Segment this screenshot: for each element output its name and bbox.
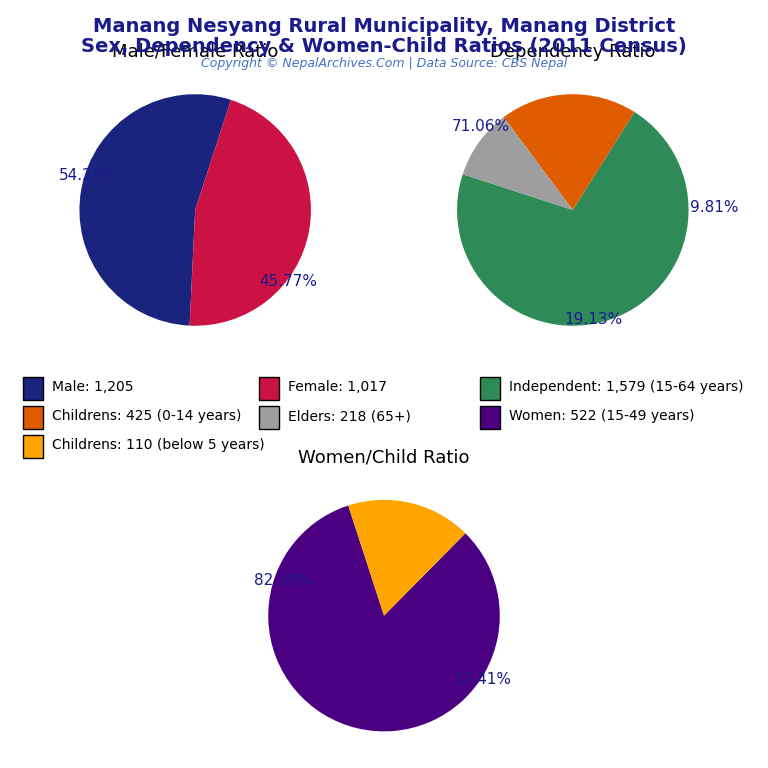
FancyBboxPatch shape [480, 406, 501, 429]
Title: Male/Female Ratio: Male/Female Ratio [112, 43, 278, 61]
FancyBboxPatch shape [23, 406, 43, 429]
Text: Copyright © NepalArchives.Com | Data Source: CBS Nepal: Copyright © NepalArchives.Com | Data Sou… [201, 57, 567, 70]
Text: Childrens: 110 (below 5 years): Childrens: 110 (below 5 years) [52, 439, 265, 452]
Text: 82.59%: 82.59% [254, 574, 313, 588]
FancyBboxPatch shape [259, 377, 280, 400]
Text: 71.06%: 71.06% [452, 119, 509, 134]
Text: Male: 1,205: Male: 1,205 [52, 380, 134, 394]
FancyBboxPatch shape [480, 377, 501, 400]
Wedge shape [79, 94, 231, 326]
Wedge shape [190, 100, 311, 326]
Text: 19.13%: 19.13% [564, 313, 623, 327]
Text: Manang Nesyang Rural Municipality, Manang District: Manang Nesyang Rural Municipality, Manan… [93, 17, 675, 36]
Text: 9.81%: 9.81% [690, 200, 738, 215]
Text: Independent: 1,579 (15-64 years): Independent: 1,579 (15-64 years) [509, 380, 744, 394]
Wedge shape [457, 112, 689, 326]
Title: Dependency Ratio: Dependency Ratio [490, 43, 656, 61]
Text: Childrens: 425 (0-14 years): Childrens: 425 (0-14 years) [52, 409, 242, 423]
FancyBboxPatch shape [23, 435, 43, 458]
Wedge shape [348, 500, 465, 616]
Text: Elders: 218 (65+): Elders: 218 (65+) [288, 409, 411, 423]
Text: 17.41%: 17.41% [453, 672, 511, 687]
Text: 45.77%: 45.77% [259, 274, 317, 290]
Wedge shape [268, 505, 500, 731]
Title: Women/Child Ratio: Women/Child Ratio [298, 449, 470, 467]
FancyBboxPatch shape [259, 406, 280, 429]
Wedge shape [504, 94, 634, 210]
Text: Female: 1,017: Female: 1,017 [288, 380, 387, 394]
Text: Sex, Dependency & Women-Child Ratios (2011 Census): Sex, Dependency & Women-Child Ratios (20… [81, 37, 687, 56]
Text: 54.23%: 54.23% [58, 167, 117, 183]
Wedge shape [462, 118, 573, 210]
Text: Women: 522 (15-49 years): Women: 522 (15-49 years) [509, 409, 695, 423]
FancyBboxPatch shape [23, 377, 43, 400]
